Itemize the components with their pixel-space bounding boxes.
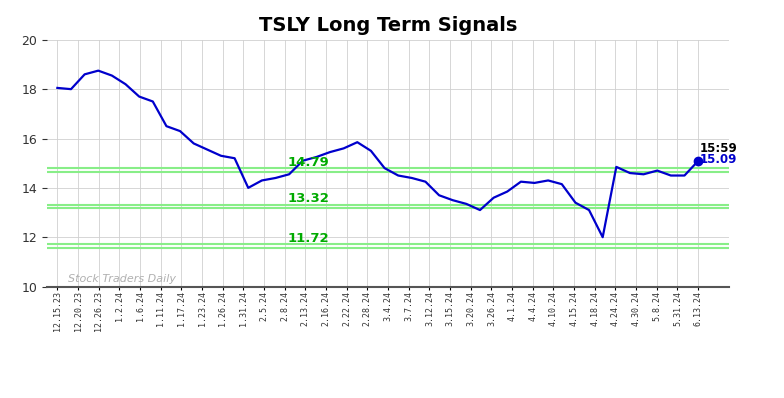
Text: 11.72: 11.72 <box>288 232 329 245</box>
Text: 15:59: 15:59 <box>700 142 738 155</box>
Text: 15.09: 15.09 <box>700 153 738 166</box>
Text: 13.32: 13.32 <box>288 192 329 205</box>
Title: TSLY Long Term Signals: TSLY Long Term Signals <box>259 16 517 35</box>
Text: Stock Traders Daily: Stock Traders Daily <box>67 273 176 284</box>
Text: 14.79: 14.79 <box>288 156 329 169</box>
